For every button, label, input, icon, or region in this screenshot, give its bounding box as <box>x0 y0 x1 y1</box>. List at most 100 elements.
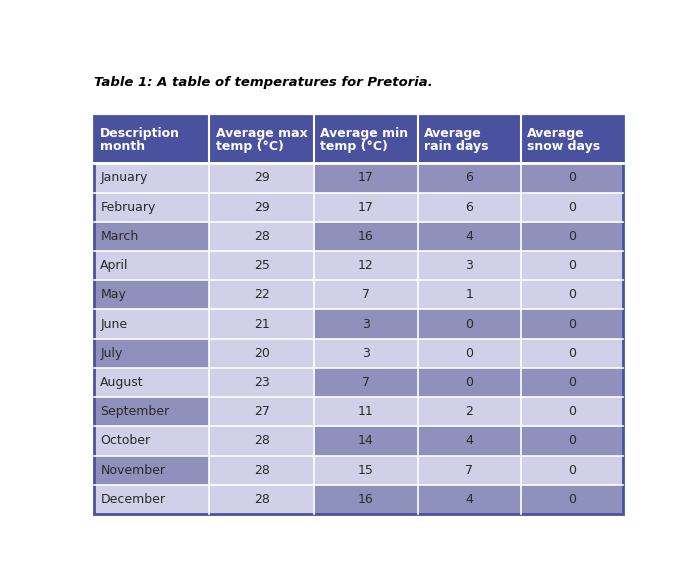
Text: Table 1: A table of temperatures for Pretoria.: Table 1: A table of temperatures for Pre… <box>94 76 433 89</box>
Text: 0: 0 <box>466 347 473 360</box>
Bar <box>521 397 624 426</box>
Bar <box>94 368 209 397</box>
Bar <box>314 193 418 222</box>
Text: September: September <box>100 405 169 418</box>
Bar <box>418 222 521 251</box>
Text: 0: 0 <box>466 376 473 389</box>
Bar <box>521 368 624 397</box>
Text: 7: 7 <box>362 376 370 389</box>
Text: 4: 4 <box>466 434 473 447</box>
Text: temp (°C): temp (°C) <box>216 140 284 153</box>
Text: temp (°C): temp (°C) <box>320 140 388 153</box>
Text: November: November <box>100 463 165 477</box>
Text: 3: 3 <box>362 347 370 360</box>
Bar <box>521 222 624 251</box>
Bar <box>418 164 521 193</box>
Bar <box>94 455 209 485</box>
Text: 2: 2 <box>466 405 473 418</box>
Text: October: October <box>100 434 150 447</box>
Text: 28: 28 <box>253 493 270 506</box>
Bar <box>209 310 314 339</box>
Bar <box>521 455 624 485</box>
Bar <box>94 310 209 339</box>
Bar <box>314 310 418 339</box>
Bar <box>418 310 521 339</box>
Bar <box>314 455 418 485</box>
Bar <box>94 426 209 455</box>
Text: 6: 6 <box>466 201 473 213</box>
Text: 11: 11 <box>358 405 374 418</box>
Bar <box>521 251 624 280</box>
Bar <box>209 426 314 455</box>
Text: 0: 0 <box>568 347 576 360</box>
Bar <box>314 117 418 164</box>
Text: 3: 3 <box>362 318 370 331</box>
Text: 12: 12 <box>358 259 374 272</box>
Text: January: January <box>100 172 148 184</box>
Text: March: March <box>100 230 139 243</box>
Text: 0: 0 <box>568 463 576 477</box>
Bar <box>314 485 418 514</box>
Bar <box>209 251 314 280</box>
Bar <box>418 455 521 485</box>
Text: 0: 0 <box>568 201 576 213</box>
Bar <box>209 485 314 514</box>
Text: 0: 0 <box>466 318 473 331</box>
Bar <box>94 397 209 426</box>
Text: May: May <box>100 288 126 302</box>
Bar <box>314 251 418 280</box>
Text: 7: 7 <box>466 463 473 477</box>
Text: 0: 0 <box>568 172 576 184</box>
Text: 6: 6 <box>466 172 473 184</box>
Bar <box>521 485 624 514</box>
Bar <box>314 397 418 426</box>
Bar <box>418 397 521 426</box>
Text: July: July <box>100 347 122 360</box>
Text: 1: 1 <box>466 288 473 302</box>
Text: 23: 23 <box>253 376 270 389</box>
Bar <box>314 368 418 397</box>
Bar <box>209 280 314 310</box>
Text: 14: 14 <box>358 434 374 447</box>
Text: June: June <box>100 318 127 331</box>
Text: 25: 25 <box>253 259 270 272</box>
Bar <box>314 164 418 193</box>
Bar <box>209 222 314 251</box>
Text: 22: 22 <box>253 288 270 302</box>
Bar <box>418 339 521 368</box>
Text: 29: 29 <box>253 172 270 184</box>
Bar <box>314 222 418 251</box>
Bar <box>521 280 624 310</box>
Bar <box>94 339 209 368</box>
Bar <box>209 397 314 426</box>
Text: 0: 0 <box>568 318 576 331</box>
Text: 27: 27 <box>253 405 270 418</box>
Text: 4: 4 <box>466 230 473 243</box>
Bar <box>94 485 209 514</box>
Text: 16: 16 <box>358 230 374 243</box>
Bar <box>521 339 624 368</box>
Text: 0: 0 <box>568 259 576 272</box>
Bar <box>521 164 624 193</box>
Bar <box>418 426 521 455</box>
Bar <box>418 193 521 222</box>
Text: 17: 17 <box>358 201 374 213</box>
Text: 29: 29 <box>253 201 270 213</box>
Bar <box>314 426 418 455</box>
Text: April: April <box>100 259 129 272</box>
Bar <box>209 368 314 397</box>
Bar <box>209 339 314 368</box>
Text: 0: 0 <box>568 288 576 302</box>
Text: Average min: Average min <box>320 127 408 140</box>
Text: Average max: Average max <box>216 127 307 140</box>
Bar <box>521 193 624 222</box>
Text: 28: 28 <box>253 463 270 477</box>
Text: Average: Average <box>424 127 482 140</box>
Bar <box>94 251 209 280</box>
Text: 21: 21 <box>253 318 270 331</box>
Bar <box>314 339 418 368</box>
Text: 0: 0 <box>568 376 576 389</box>
Bar <box>209 455 314 485</box>
Bar <box>418 251 521 280</box>
Text: 16: 16 <box>358 493 374 506</box>
